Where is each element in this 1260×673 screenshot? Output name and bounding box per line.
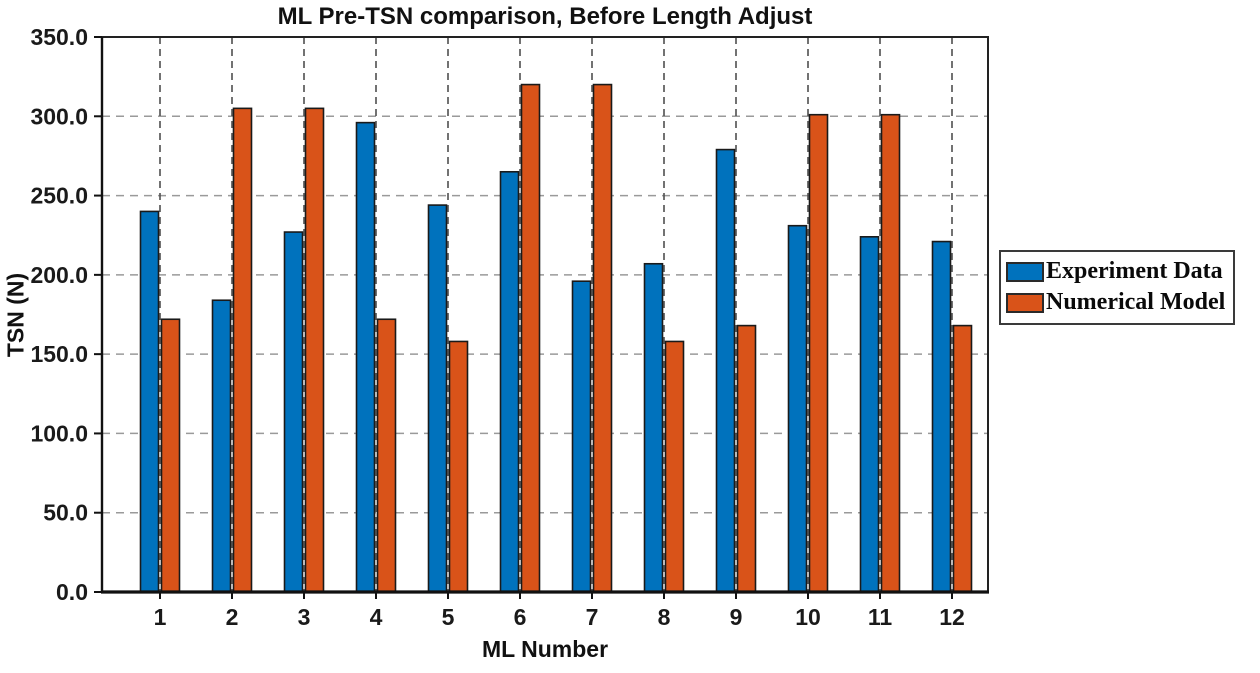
bar-numerical-5: [448, 340, 469, 593]
bar-numerical-4: [376, 318, 397, 593]
y-tick-label: 0.0: [56, 579, 88, 605]
x-tick-label: 12: [939, 604, 965, 630]
legend-label-numerical-model: Numerical Model: [1046, 289, 1226, 315]
y-tick-label: 200.0: [30, 262, 88, 288]
y-tick-label: 50.0: [43, 500, 88, 526]
bar-numerical-2: [232, 107, 253, 593]
x-tick-label: 7: [586, 604, 599, 630]
x-tick-label: 9: [730, 604, 743, 630]
y-tick-label: 350.0: [30, 24, 88, 50]
bar-numerical-12: [952, 324, 973, 593]
x-tick-label: 3: [298, 604, 311, 630]
chart-title: ML Pre-TSN comparison, Before Length Adj…: [277, 3, 813, 30]
x-tick-label: 5: [442, 604, 455, 630]
bar-numerical-8: [664, 340, 685, 593]
bar-numerical-7: [592, 83, 613, 593]
x-tick-label: 8: [658, 604, 671, 630]
bar-experiment-1: [139, 210, 160, 593]
y-tick-label: 300.0: [30, 103, 88, 129]
legend-swatch-numerical-model: [1006, 292, 1044, 313]
bar-experiment-7: [571, 280, 592, 593]
bar-numerical-11: [880, 113, 901, 593]
y-tick-label: 150.0: [30, 341, 88, 367]
bar-experiment-11: [859, 236, 880, 593]
legend-label-experiment-data: Experiment Data: [1046, 258, 1223, 284]
legend-item: Numerical Model: [1006, 287, 1225, 318]
bar-numerical-6: [520, 83, 541, 593]
bar-experiment-6: [499, 170, 520, 593]
bar-experiment-4: [355, 121, 376, 593]
bar-experiment-3: [283, 231, 304, 593]
legend-swatch-experiment-data: [1006, 261, 1044, 282]
bar-experiment-2: [211, 299, 232, 593]
x-tick-label: 1: [154, 604, 167, 630]
bar-experiment-12: [931, 240, 952, 593]
bar-numerical-9: [736, 324, 757, 593]
legend: Experiment Data Numerical Model: [999, 250, 1236, 325]
bar-experiment-9: [715, 148, 736, 593]
x-tick-label: 6: [514, 604, 527, 630]
x-tick-label: 11: [868, 604, 893, 630]
bar-experiment-5: [427, 204, 448, 593]
y-tick-label: 250.0: [30, 183, 88, 209]
x-tick-label: 2: [226, 604, 239, 630]
x-tick-label: 4: [370, 604, 383, 630]
bar-numerical-3: [304, 107, 325, 593]
y-tick-label: 100.0: [30, 420, 88, 446]
legend-item: Experiment Data: [1006, 256, 1225, 287]
bar-experiment-10: [787, 224, 808, 593]
x-tick-label: 10: [795, 604, 821, 630]
bar-experiment-8: [643, 262, 664, 593]
bar-numerical-10: [808, 113, 829, 593]
bar-numerical-1: [160, 318, 181, 593]
x-axis-title: ML Number: [481, 636, 609, 662]
